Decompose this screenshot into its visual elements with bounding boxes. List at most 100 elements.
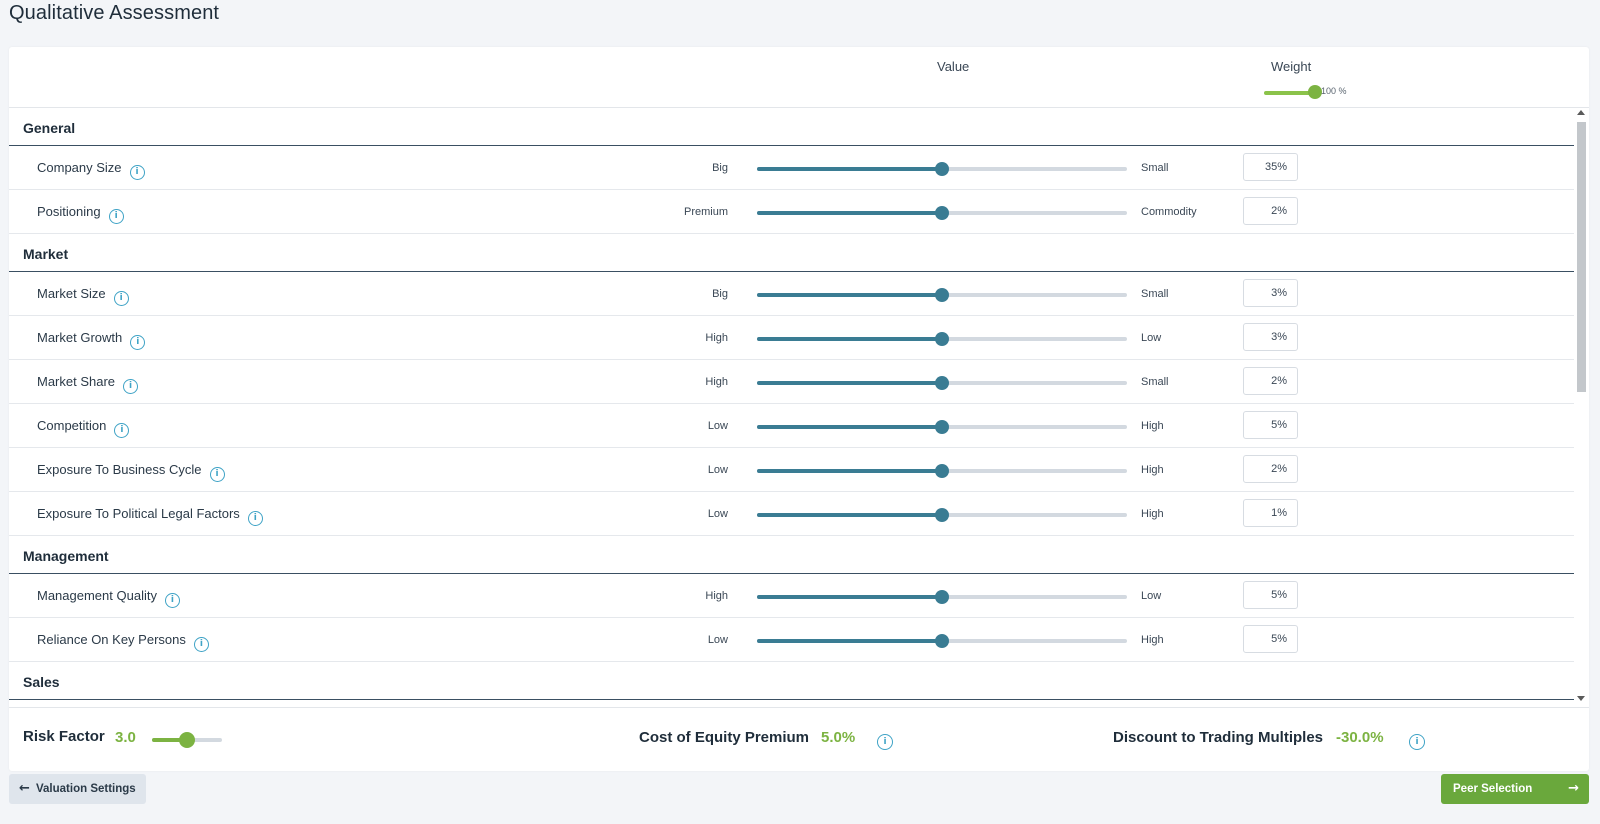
value-slider-fill [757, 513, 942, 517]
section-header: Market [9, 234, 1574, 272]
criterion-label: Market Size i [37, 286, 129, 306]
scroll-up-arrow-icon[interactable] [1577, 110, 1585, 115]
criterion-label-text: Market Size [37, 286, 106, 301]
value-slider-fill [757, 425, 942, 429]
risk-factor-slider-handle[interactable] [179, 732, 195, 748]
value-slider-fill [757, 167, 942, 171]
value-slider-handle[interactable] [935, 420, 949, 434]
value-slider[interactable] [757, 376, 1127, 390]
value-slider[interactable] [757, 464, 1127, 478]
value-slider[interactable] [757, 590, 1127, 604]
value-slider-handle[interactable] [935, 288, 949, 302]
valuation-settings-button[interactable]: ← Valuation Settings [9, 774, 146, 804]
criterion-label-text: Market Growth [37, 330, 123, 345]
value-slider[interactable] [757, 288, 1127, 302]
slider-max-label: Low [1141, 590, 1162, 602]
value-slider-handle[interactable] [935, 376, 949, 390]
weight-input[interactable]: 5% [1243, 625, 1298, 653]
info-icon[interactable]: i [113, 291, 129, 306]
weight-input[interactable]: 2% [1243, 197, 1298, 225]
valuation-settings-button-label: Valuation Settings [36, 783, 136, 795]
section-title: Sales [23, 674, 60, 690]
value-slider[interactable] [757, 162, 1127, 176]
value-slider-handle[interactable] [935, 332, 949, 346]
slider-max-label: Small [1141, 162, 1169, 174]
weight-input[interactable]: 3% [1243, 323, 1298, 351]
info-icon[interactable]: i [164, 593, 180, 608]
info-icon[interactable]: i [877, 734, 893, 750]
weight-input[interactable]: 2% [1243, 367, 1298, 395]
info-icon[interactable]: i [193, 637, 209, 652]
criterion-label-text: Exposure To Business Cycle [37, 462, 202, 477]
info-icon[interactable]: i [1409, 734, 1425, 750]
criterion-label-text: Reliance On Key Persons [37, 632, 186, 647]
info-icon[interactable]: i [108, 209, 124, 224]
slider-max-label: Commodity [1141, 206, 1197, 218]
slider-max-label: High [1141, 508, 1164, 520]
value-slider-fill [757, 293, 942, 297]
scroll-down-arrow-icon[interactable] [1577, 696, 1585, 701]
value-slider[interactable] [757, 508, 1127, 522]
criterion-label-text: Competition [37, 418, 107, 433]
slider-max-label: High [1141, 420, 1164, 432]
info-icon[interactable]: i [114, 423, 130, 438]
risk-factor-slider-fill [152, 738, 187, 742]
value-slider-handle[interactable] [935, 206, 949, 220]
value-column-header: Value [937, 59, 970, 74]
criterion-label-text: Company Size [37, 160, 122, 175]
criteria-list-scroll[interactable]: General Company Size i Big Small 35% Positioni… [9, 108, 1583, 707]
info-icon[interactable]: i [247, 511, 263, 526]
weight-input[interactable]: 2% [1243, 455, 1298, 483]
risk-factor-label: Risk Factor [23, 728, 105, 745]
info-icon[interactable]: i [209, 467, 225, 482]
page-title: Qualitative Assessment [9, 2, 220, 24]
section-title: Management [23, 548, 109, 564]
value-slider[interactable] [757, 420, 1127, 434]
value-slider[interactable] [757, 332, 1127, 346]
risk-factor-slider[interactable] [152, 732, 222, 748]
section-title: Market [23, 246, 69, 262]
slider-min-label: High [705, 332, 728, 344]
weight-column-header: Weight [1271, 59, 1312, 74]
criterion-row: Management Quality i High Low 5% [9, 574, 1574, 618]
vertical-scrollbar[interactable] [1574, 108, 1588, 707]
value-slider-fill [757, 469, 942, 473]
assessment-card: Value Weight 100 % General Company Size i B… [9, 47, 1589, 771]
info-icon[interactable]: i [130, 335, 146, 350]
criterion-row: Reliance On Key Persons i Low High 5% [9, 618, 1574, 662]
criterion-row: Exposure To Business Cycle i Low High 2% [9, 448, 1574, 492]
info-icon[interactable]: i [123, 379, 139, 394]
value-slider-handle[interactable] [935, 590, 949, 604]
criterion-label: Company Size i [37, 160, 145, 180]
weight-input[interactable]: 3% [1243, 279, 1298, 307]
criterion-row: Market Size i Big Small 3% [9, 272, 1574, 316]
cost-of-equity-premium-value: 5.0% [821, 729, 856, 746]
master-weight-slider-handle[interactable] [1308, 85, 1322, 99]
criterion-label-text: Positioning [37, 204, 101, 219]
criterion-label: Management Quality i [37, 588, 180, 608]
value-slider-handle[interactable] [935, 634, 949, 648]
weight-input[interactable]: 35% [1243, 153, 1298, 181]
criterion-row: Exposure To Political Legal Factors i Low H… [9, 492, 1574, 536]
master-weight-slider-track[interactable] [1264, 91, 1320, 95]
weight-input[interactable]: 5% [1243, 581, 1298, 609]
arrow-left-icon: ← [19, 781, 30, 796]
scrollbar-thumb[interactable] [1577, 122, 1586, 392]
value-slider-handle[interactable] [935, 508, 949, 522]
value-slider-handle[interactable] [935, 464, 949, 478]
value-slider[interactable] [757, 634, 1127, 648]
criterion-row: Market Share i High Small 2% [9, 360, 1574, 404]
peer-selection-button-label: Peer Selection [1453, 783, 1533, 795]
slider-max-label: Small [1141, 288, 1169, 300]
section-title: General [23, 120, 76, 136]
cost-of-equity-premium-label: Cost of Equity Premium [639, 729, 810, 746]
info-icon[interactable]: i [129, 165, 145, 180]
criterion-row: Market Growth i High Low 3% [9, 316, 1574, 360]
value-slider-handle[interactable] [935, 162, 949, 176]
peer-selection-button[interactable]: Peer Selection → [1441, 774, 1589, 804]
weight-input[interactable]: 1% [1243, 499, 1298, 527]
weight-input[interactable]: 5% [1243, 411, 1298, 439]
slider-min-label: Low [707, 464, 728, 476]
value-slider[interactable] [757, 206, 1127, 220]
arrow-right-icon: → [1568, 781, 1579, 796]
